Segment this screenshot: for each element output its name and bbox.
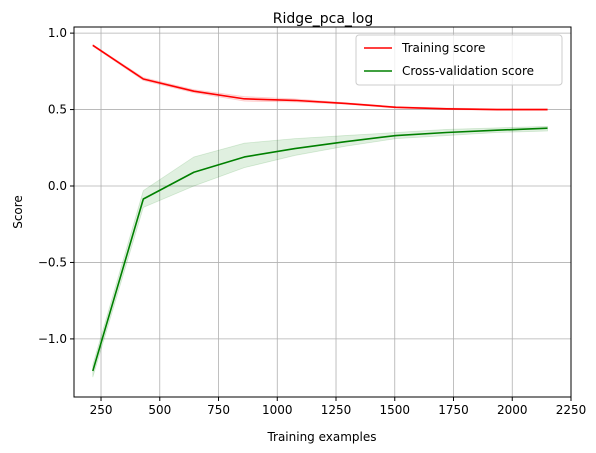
x-tick-label: 1500 [379, 403, 410, 417]
x-tick-label: 250 [90, 403, 113, 417]
plot-frame [73, 26, 572, 398]
y-tick-label: 1.0 [48, 26, 67, 40]
confidence-bands [92, 43, 548, 378]
x-tick-label: 2250 [556, 403, 587, 417]
y-axis-label: Score [11, 195, 25, 229]
series-lines [92, 44, 548, 372]
legend-label-training: Training score [401, 41, 485, 55]
x-tick-label: 1000 [262, 403, 293, 417]
x-tick-label: 2000 [497, 403, 528, 417]
chart-title: Ridge_pca_log [273, 11, 374, 27]
x-tick-label: 1750 [438, 403, 469, 417]
x-tick-label: 1250 [321, 403, 352, 417]
series-band-1 [92, 125, 548, 378]
y-tick-label: 0.5 [48, 103, 67, 117]
x-axis-label: Training examples [266, 430, 376, 444]
legend: Training score Cross-validation score [355, 34, 563, 86]
x-tick-label: 500 [148, 403, 171, 417]
x-tick-label: 750 [207, 403, 230, 417]
series-line-0 [92, 44, 548, 111]
grid-lines [74, 27, 572, 397]
y-tick-label: 0.0 [48, 179, 67, 193]
series-line-1 [92, 127, 548, 372]
x-axis-ticks: 250 500 750 1000 1250 1500 1750 2000 2250 [90, 397, 587, 417]
y-tick-label: −1.0 [38, 332, 67, 346]
y-tick-label: −0.5 [38, 255, 67, 269]
y-axis-ticks: 1.0 0.5 0.0 −0.5 −1.0 [38, 26, 74, 346]
legend-box [355, 34, 563, 86]
legend-label-cv: Cross-validation score [402, 64, 534, 78]
